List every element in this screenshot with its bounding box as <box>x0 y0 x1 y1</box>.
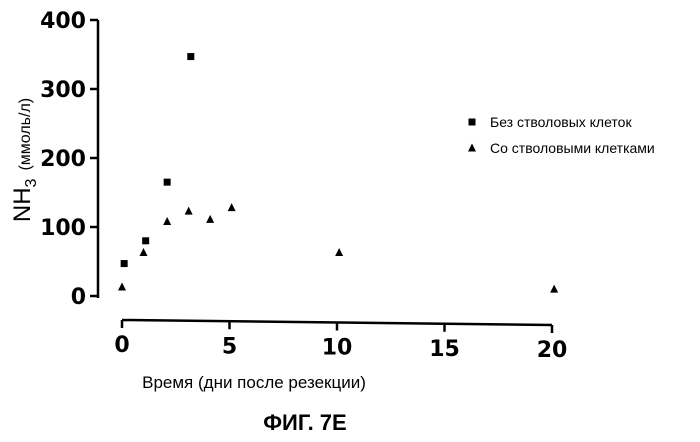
data-point-triangle <box>550 285 558 293</box>
y-tick-label: 400 <box>40 9 86 34</box>
legend: Без стволовых клеток Со стволовыми клетка… <box>468 114 655 156</box>
svg-text:NH3(ммоль/л): NH3 (ммоль/л) <box>9 98 40 222</box>
data-point-triangle <box>140 248 148 256</box>
data-point-triangle <box>185 207 193 215</box>
data-point-square <box>187 53 194 60</box>
legend-label: Без стволовых клеток <box>490 114 632 130</box>
y-axis-title: NH3 (ммоль/л) <box>9 98 40 222</box>
data-point-triangle <box>118 283 126 291</box>
data-point-triangle <box>206 215 214 223</box>
y-axis-label-unit: (ммоль/л) <box>17 98 34 171</box>
data-point-triangle <box>228 203 236 211</box>
figure-caption: ФИГ. 7E <box>263 410 346 435</box>
y-tick-label: 200 <box>40 147 86 172</box>
x-axis-title: Время (дни после резекции) <box>142 373 366 392</box>
data-point-square <box>121 260 128 267</box>
legend-marker-triangle <box>468 144 476 152</box>
data-point-triangle <box>163 217 171 225</box>
x-tick-label: 15 <box>429 337 460 362</box>
axes <box>98 20 552 325</box>
x-tick-label: 20 <box>537 338 568 363</box>
legend-marker-square <box>469 119 476 126</box>
y-tick-label: 100 <box>40 216 86 241</box>
x-tick-label: 0 <box>114 333 129 358</box>
y-axis-label-main: NH <box>9 187 36 222</box>
legend-label: Со стволовыми клетками <box>490 140 655 156</box>
data-point-square <box>164 179 171 186</box>
data-point-square <box>142 237 149 244</box>
data-points <box>118 53 558 293</box>
x-tick-label: 10 <box>322 336 353 361</box>
y-axis-label-subscript: 3 <box>23 178 40 187</box>
data-point-triangle <box>335 248 343 256</box>
y-tick-label: 300 <box>40 78 86 103</box>
y-ticks: 0 100 200 300 400 <box>40 9 98 310</box>
x-tick-label: 5 <box>222 334 237 359</box>
y-tick-label: 0 <box>71 285 86 310</box>
x-ticks: 0 5 10 15 20 <box>114 320 567 363</box>
